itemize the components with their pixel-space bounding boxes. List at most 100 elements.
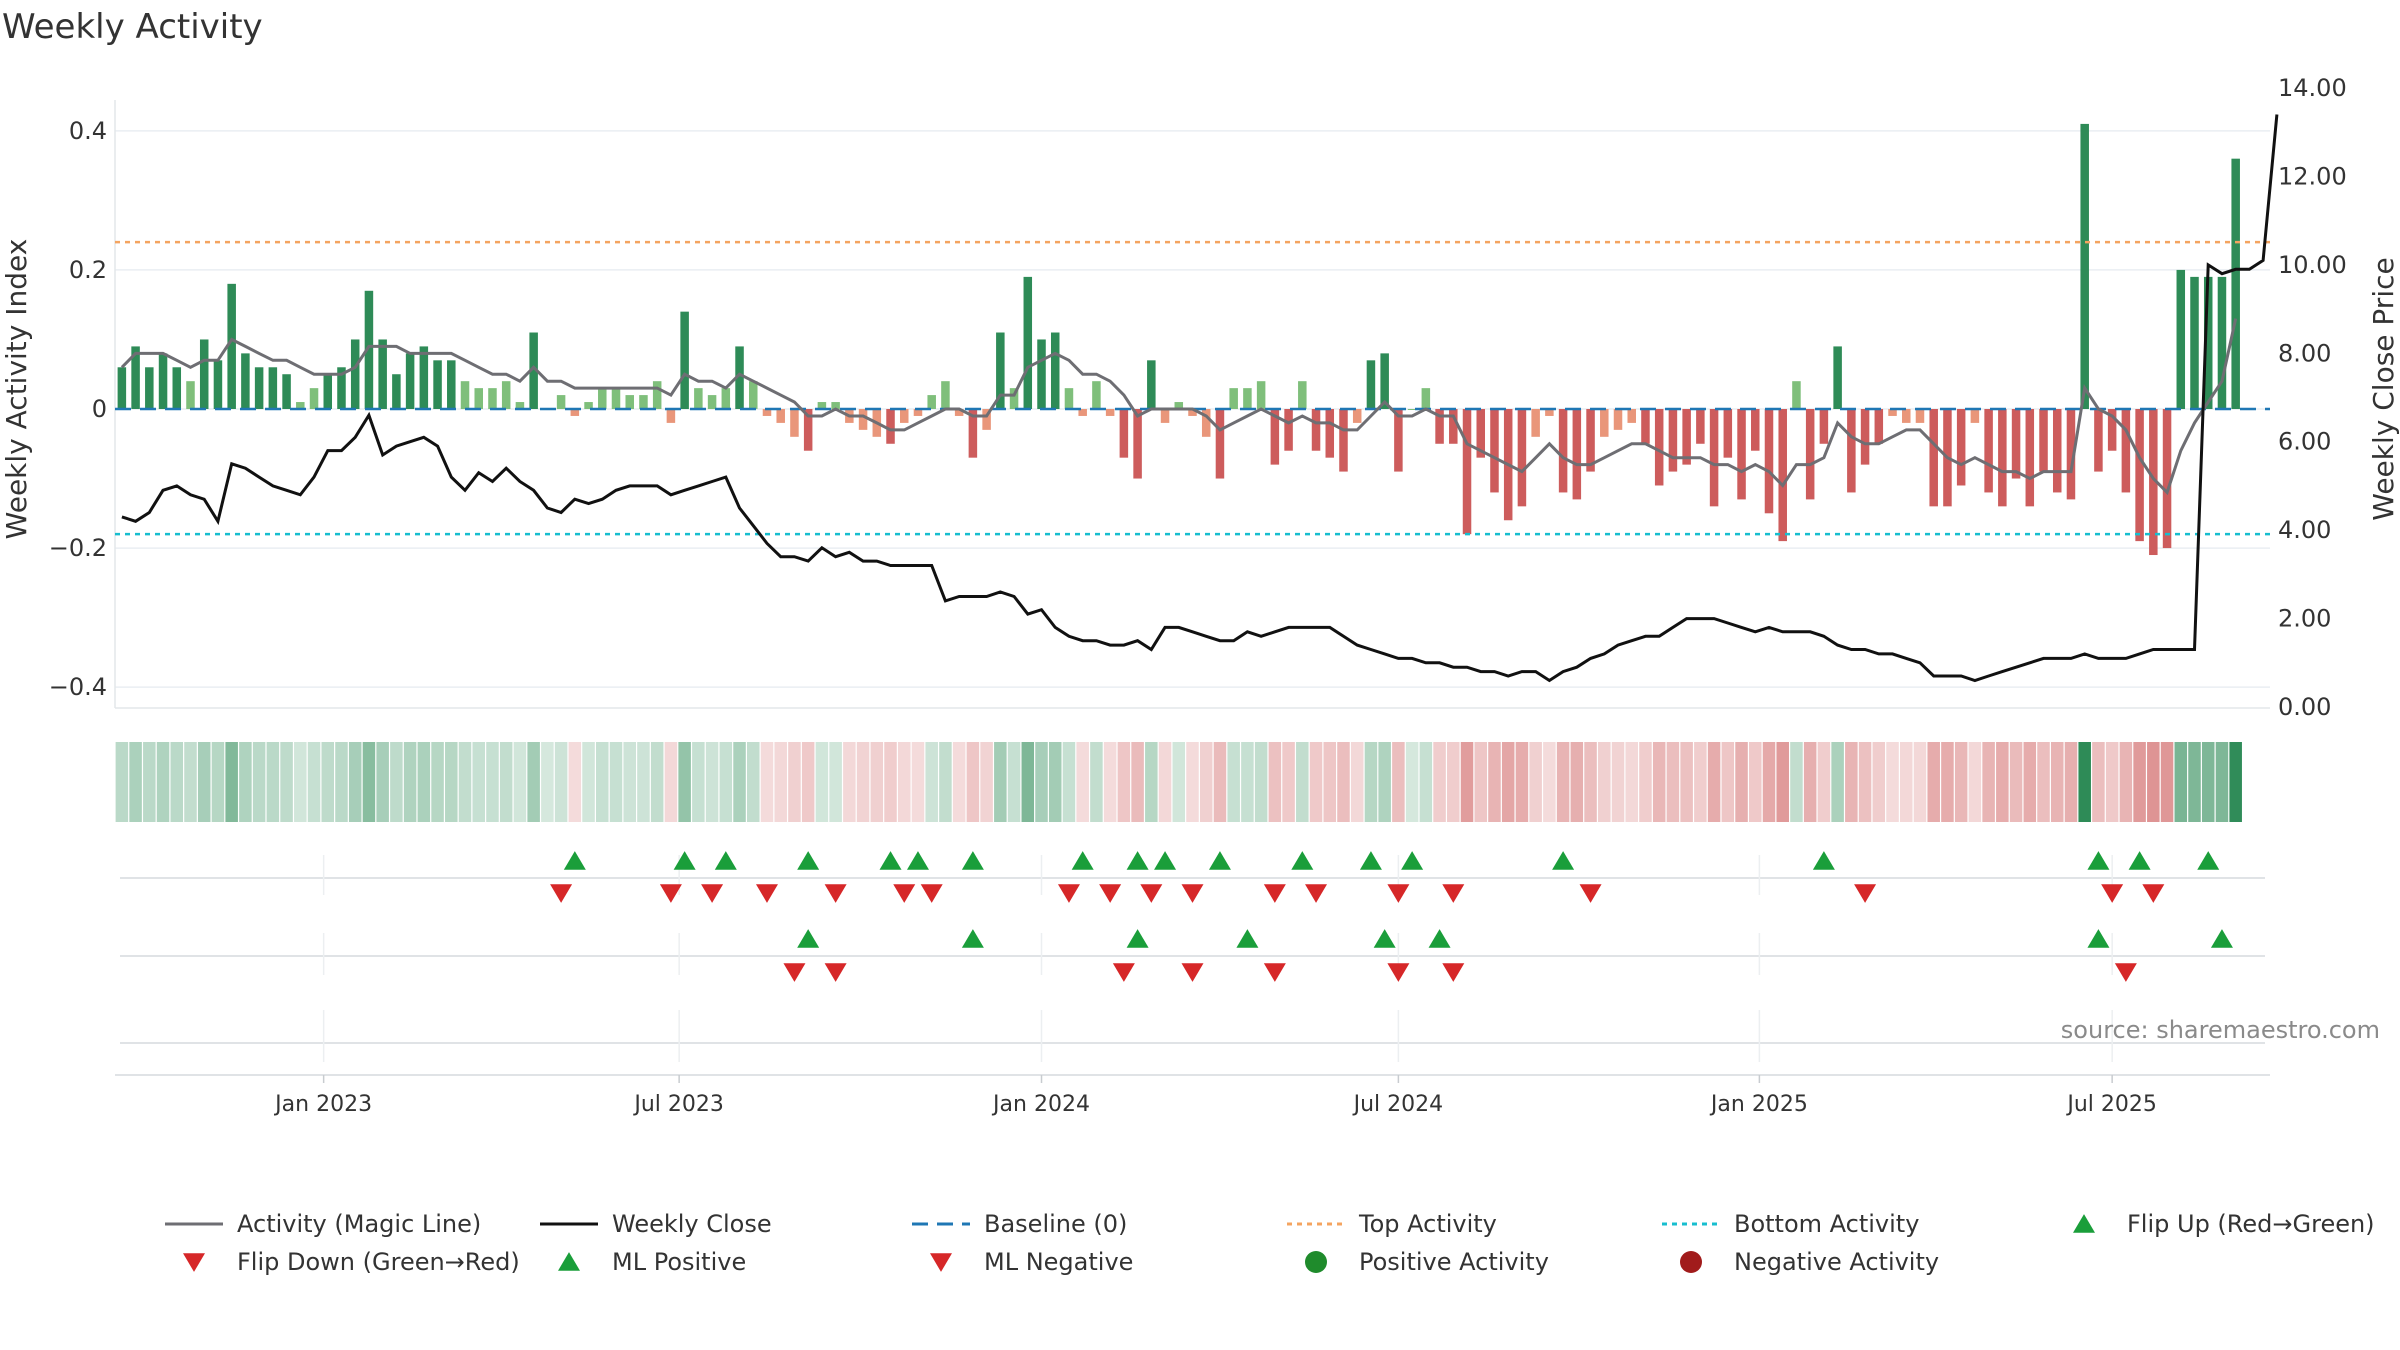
- activity-heat-cell: [788, 742, 801, 822]
- legend-item: Flip Down (Green→Red): [183, 1248, 520, 1276]
- legend-item: Flip Up (Red→Green): [2073, 1210, 2375, 1238]
- activity-heat-cell: [211, 742, 225, 822]
- source-attribution: source: sharemaestro.com: [2061, 1016, 2380, 1044]
- positive-activity-bar: [433, 360, 442, 409]
- activity-heat-cell: [1886, 742, 1899, 822]
- positive-activity-bar: [625, 395, 634, 409]
- flip-up-marker: [1126, 851, 1149, 870]
- flip-down-marker: [1140, 884, 1163, 903]
- activity-heat-cell: [431, 742, 444, 822]
- activity-heat-cell: [1872, 742, 1886, 822]
- activity-heat-cell: [1035, 742, 1048, 822]
- negative-activity-bar: [1311, 409, 1321, 451]
- activity-heat-cell: [2009, 742, 2023, 822]
- legend-label: Positive Activity: [1359, 1248, 1549, 1276]
- positive-activity-bar: [1792, 381, 1801, 409]
- activity-heat-cell: [1048, 742, 1062, 822]
- positive-activity-bar: [145, 367, 154, 409]
- activity-heat-cell: [1364, 742, 1378, 822]
- activity-heat-cell: [664, 742, 678, 822]
- positive-activity-bar: [584, 402, 593, 409]
- negative-activity-bar: [1449, 409, 1458, 444]
- positive-activity-bar: [213, 360, 223, 409]
- positive-activity-bar: [172, 367, 182, 409]
- x-tick-label: Jul 2024: [1352, 1092, 1444, 1117]
- legend-item: Bottom Activity: [1662, 1210, 1919, 1238]
- flip-up-marker: [2087, 851, 2110, 870]
- activity-heat-cell: [966, 742, 980, 822]
- flip-down-marker: [701, 884, 724, 903]
- flip-down-marker: [1579, 884, 1602, 903]
- activity-heat-cell: [403, 742, 417, 822]
- legend-swatch-triangle-up: [2073, 1214, 2095, 1233]
- negative-activity-bar: [1119, 409, 1129, 458]
- negative-activity-bar: [1970, 409, 1980, 423]
- activity-heat-cell: [1296, 742, 1309, 822]
- activity-heat-cell: [1639, 742, 1652, 822]
- positive-activity-bar: [199, 339, 209, 409]
- activity-heat-cell: [486, 742, 499, 822]
- negative-activity-bar: [1531, 409, 1540, 437]
- legend-label: ML Positive: [612, 1248, 746, 1276]
- flip-down-marker: [1854, 884, 1877, 903]
- activity-heat-cell: [280, 742, 293, 822]
- activity-heat-cell: [815, 742, 829, 822]
- activity-heat-cell: [1803, 742, 1817, 822]
- legend-label: Flip Up (Red→Green): [2127, 1210, 2375, 1238]
- negative-activity-bar: [1078, 409, 1087, 416]
- positive-activity-bar: [1064, 388, 1074, 409]
- flip-down-marker: [1442, 884, 1465, 903]
- activity-heat-cell: [2037, 742, 2050, 822]
- negative-activity-bar: [1339, 409, 1348, 472]
- negative-activity-bar: [1558, 409, 1568, 493]
- activity-heat-cell: [1515, 742, 1529, 822]
- negative-activity-bar: [2039, 409, 2048, 472]
- activity-heat-cell: [856, 742, 870, 822]
- activity-heat-cell: [2105, 742, 2119, 822]
- negative-activity-bar: [886, 409, 895, 444]
- negative-activity-bar: [954, 409, 964, 416]
- activity-heat-cell: [1858, 742, 1872, 822]
- negative-activity-bar: [2121, 409, 2131, 493]
- activity-heat-cell: [1543, 742, 1556, 822]
- flip-down-marker: [1263, 884, 1286, 903]
- activity-heat-cell: [321, 742, 335, 822]
- activity-heat-cell: [2119, 742, 2133, 822]
- positive-activity-bar: [158, 353, 168, 409]
- activity-heat-cell: [1199, 742, 1213, 822]
- negative-activity-bar: [1778, 409, 1787, 542]
- legend-label: Flip Down (Green→Red): [237, 1248, 520, 1276]
- right-tick-label: 4.00: [2278, 516, 2331, 544]
- activity-heat-cell: [2174, 742, 2188, 822]
- legend-item: Activity (Magic Line): [165, 1210, 481, 1238]
- negative-activity-bar: [1764, 409, 1774, 514]
- activity-heat-cell: [1817, 742, 1831, 822]
- activity-heat-cell: [692, 742, 705, 822]
- negative-activity-bar: [1572, 409, 1582, 500]
- positive-activity-bar: [611, 388, 621, 409]
- negative-activity-bar: [1929, 409, 1938, 507]
- flip-marker-rows: [115, 851, 2270, 1076]
- ml-negative-marker: [1387, 963, 1410, 982]
- activity-heat-cell: [2064, 742, 2078, 822]
- legend-item: Top Activity: [1287, 1210, 1497, 1238]
- activity-heat-cell: [1309, 742, 1323, 822]
- activity-heat-cell: [2078, 742, 2091, 822]
- legend-swatch-circle: [1680, 1251, 1702, 1273]
- positive-activity-bar: [2080, 123, 2089, 409]
- flip-up-marker: [1359, 851, 1382, 870]
- negative-activity-bar: [1352, 409, 1362, 423]
- activity-heat-cell: [2133, 742, 2146, 822]
- ml-positive-marker: [2087, 929, 2110, 948]
- positive-activity-bar: [227, 283, 236, 409]
- positive-activity-bar: [405, 353, 415, 409]
- activity-heat-cell: [870, 742, 884, 822]
- ml-negative-marker: [783, 963, 806, 982]
- positive-activity-bar: [254, 367, 264, 409]
- activity-heat-cell: [1076, 742, 1089, 822]
- flip-up-marker: [961, 851, 984, 870]
- left-axis-title: Weekly Activity Index: [0, 239, 33, 540]
- activity-heat-cell: [911, 742, 925, 822]
- positive-activity-bar: [639, 395, 648, 409]
